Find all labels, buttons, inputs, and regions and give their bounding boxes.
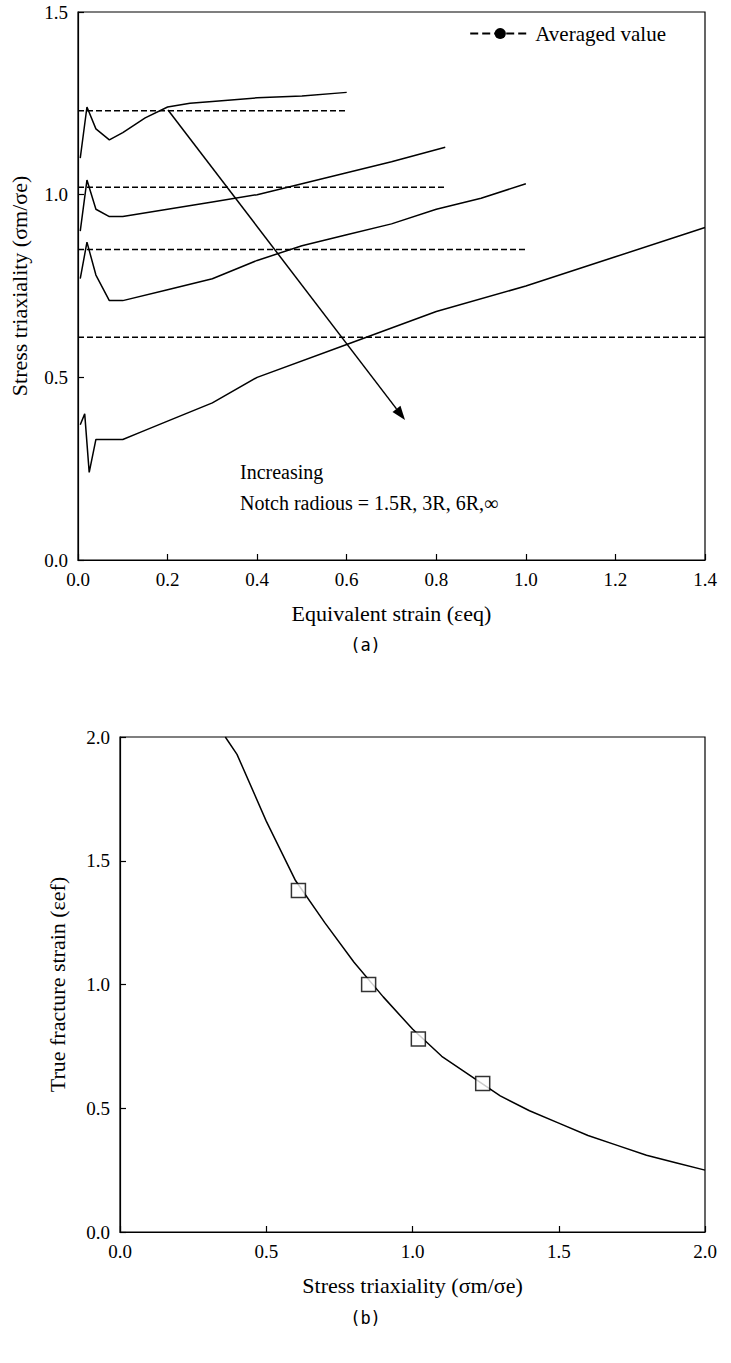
svg-text:1.5: 1.5 [547, 1241, 571, 1262]
svg-text:1.0: 1.0 [86, 974, 110, 995]
svg-text:0.0: 0.0 [44, 550, 68, 571]
svg-text:2.0: 2.0 [693, 1241, 717, 1262]
svg-text:1.5: 1.5 [44, 2, 68, 23]
svg-text:Averaged value: Averaged value [535, 22, 666, 46]
svg-text:0.4: 0.4 [245, 569, 269, 590]
svg-text:(a): (a) [350, 635, 381, 655]
svg-text:1.0: 1.0 [44, 184, 68, 205]
svg-text:1.5: 1.5 [86, 850, 110, 871]
svg-text:0.0: 0.0 [108, 1241, 132, 1262]
svg-text:1.4: 1.4 [693, 569, 717, 590]
svg-text:0.5: 0.5 [44, 367, 68, 388]
svg-text:1.2: 1.2 [604, 569, 628, 590]
svg-text:0.0: 0.0 [66, 569, 90, 590]
svg-text:Notch radious = 1.5R, 3R, 6R,∞: Notch radious = 1.5R, 3R, 6R,∞ [240, 492, 498, 514]
svg-text:1.0: 1.0 [401, 1241, 425, 1262]
svg-text:2.0: 2.0 [86, 727, 110, 748]
svg-text:0.5: 0.5 [254, 1241, 278, 1262]
svg-text:0.5: 0.5 [86, 1098, 110, 1119]
svg-text:0.2: 0.2 [156, 569, 180, 590]
svg-text:Equivalent strain (εeq): Equivalent strain (εeq) [292, 601, 492, 626]
svg-text:0.0: 0.0 [86, 1222, 110, 1243]
svg-text:Stress triaxiality (σm/σe): Stress triaxiality (σm/σe) [7, 176, 32, 396]
svg-text:0.6: 0.6 [335, 569, 359, 590]
svg-text:1.0: 1.0 [514, 569, 538, 590]
svg-text:0.8: 0.8 [424, 569, 448, 590]
svg-text:Stress triaxiality (σm/σe): Stress triaxiality (σm/σe) [302, 1273, 522, 1298]
svg-text:Increasing: Increasing [240, 461, 323, 484]
svg-text:True fracture strain (εef): True fracture strain (εef) [45, 877, 70, 1093]
svg-text:(b): (b) [350, 1308, 381, 1328]
